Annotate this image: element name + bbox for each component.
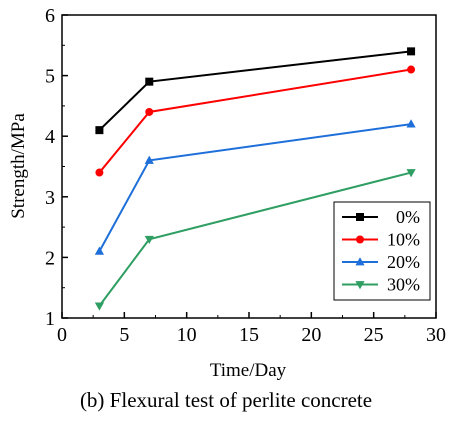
data-point	[94, 246, 104, 255]
legend-item: 20%	[342, 252, 420, 272]
y-tick-label: 3	[45, 187, 55, 209]
data-point	[145, 107, 154, 116]
legend: 0% 10%20% 30%	[333, 201, 431, 301]
data-point	[406, 119, 416, 128]
data-point	[94, 302, 104, 311]
legend-marker	[355, 257, 365, 266]
x-tick-label: 30	[426, 324, 446, 346]
series-3	[94, 169, 416, 311]
data-point	[145, 77, 154, 86]
y-tick-label: 1	[45, 308, 55, 330]
y-tick-label: 5	[45, 66, 55, 88]
series-0	[95, 47, 416, 135]
y-tick-label: 4	[45, 126, 55, 148]
x-tick-label: 25	[364, 324, 384, 346]
y-tick-label: 6	[45, 5, 55, 27]
chart-caption: (b) Flexural test of perlite concrete	[80, 388, 372, 412]
legend-marker	[356, 213, 364, 221]
y-axis-title: Strength/MPa	[8, 113, 29, 219]
legend-marker	[356, 235, 364, 244]
data-point	[144, 155, 154, 164]
series-2	[94, 119, 416, 255]
legend-label: 0%	[396, 207, 420, 227]
y-tick-label: 2	[45, 247, 55, 269]
legend-item: 10%	[342, 230, 420, 250]
legend-label: 10%	[387, 230, 420, 250]
x-tick-label: 0	[57, 324, 67, 346]
series-1	[95, 65, 416, 177]
x-tick-label: 10	[177, 324, 197, 346]
x-axis-title: Time/Day	[210, 360, 287, 381]
x-tick-label: 15	[239, 324, 259, 346]
x-tick-label: 5	[119, 324, 129, 346]
series-line	[98, 50, 412, 131]
legend-marker	[355, 281, 365, 290]
legend-label: 20%	[387, 252, 420, 272]
axes: 0 5 10 15 20 25 30 1 2 3 4 5 6	[45, 5, 446, 346]
legend-item: 30%	[342, 275, 420, 295]
data-point	[95, 168, 104, 177]
data-point	[407, 47, 416, 56]
data-point	[407, 65, 416, 74]
data-point	[144, 235, 154, 245]
x-tick-label: 20	[301, 324, 321, 346]
series-layer	[94, 47, 416, 311]
data-point	[406, 169, 416, 178]
legend-item: 0%	[342, 207, 420, 227]
data-point	[95, 126, 104, 135]
legend-label: 30%	[387, 275, 420, 295]
